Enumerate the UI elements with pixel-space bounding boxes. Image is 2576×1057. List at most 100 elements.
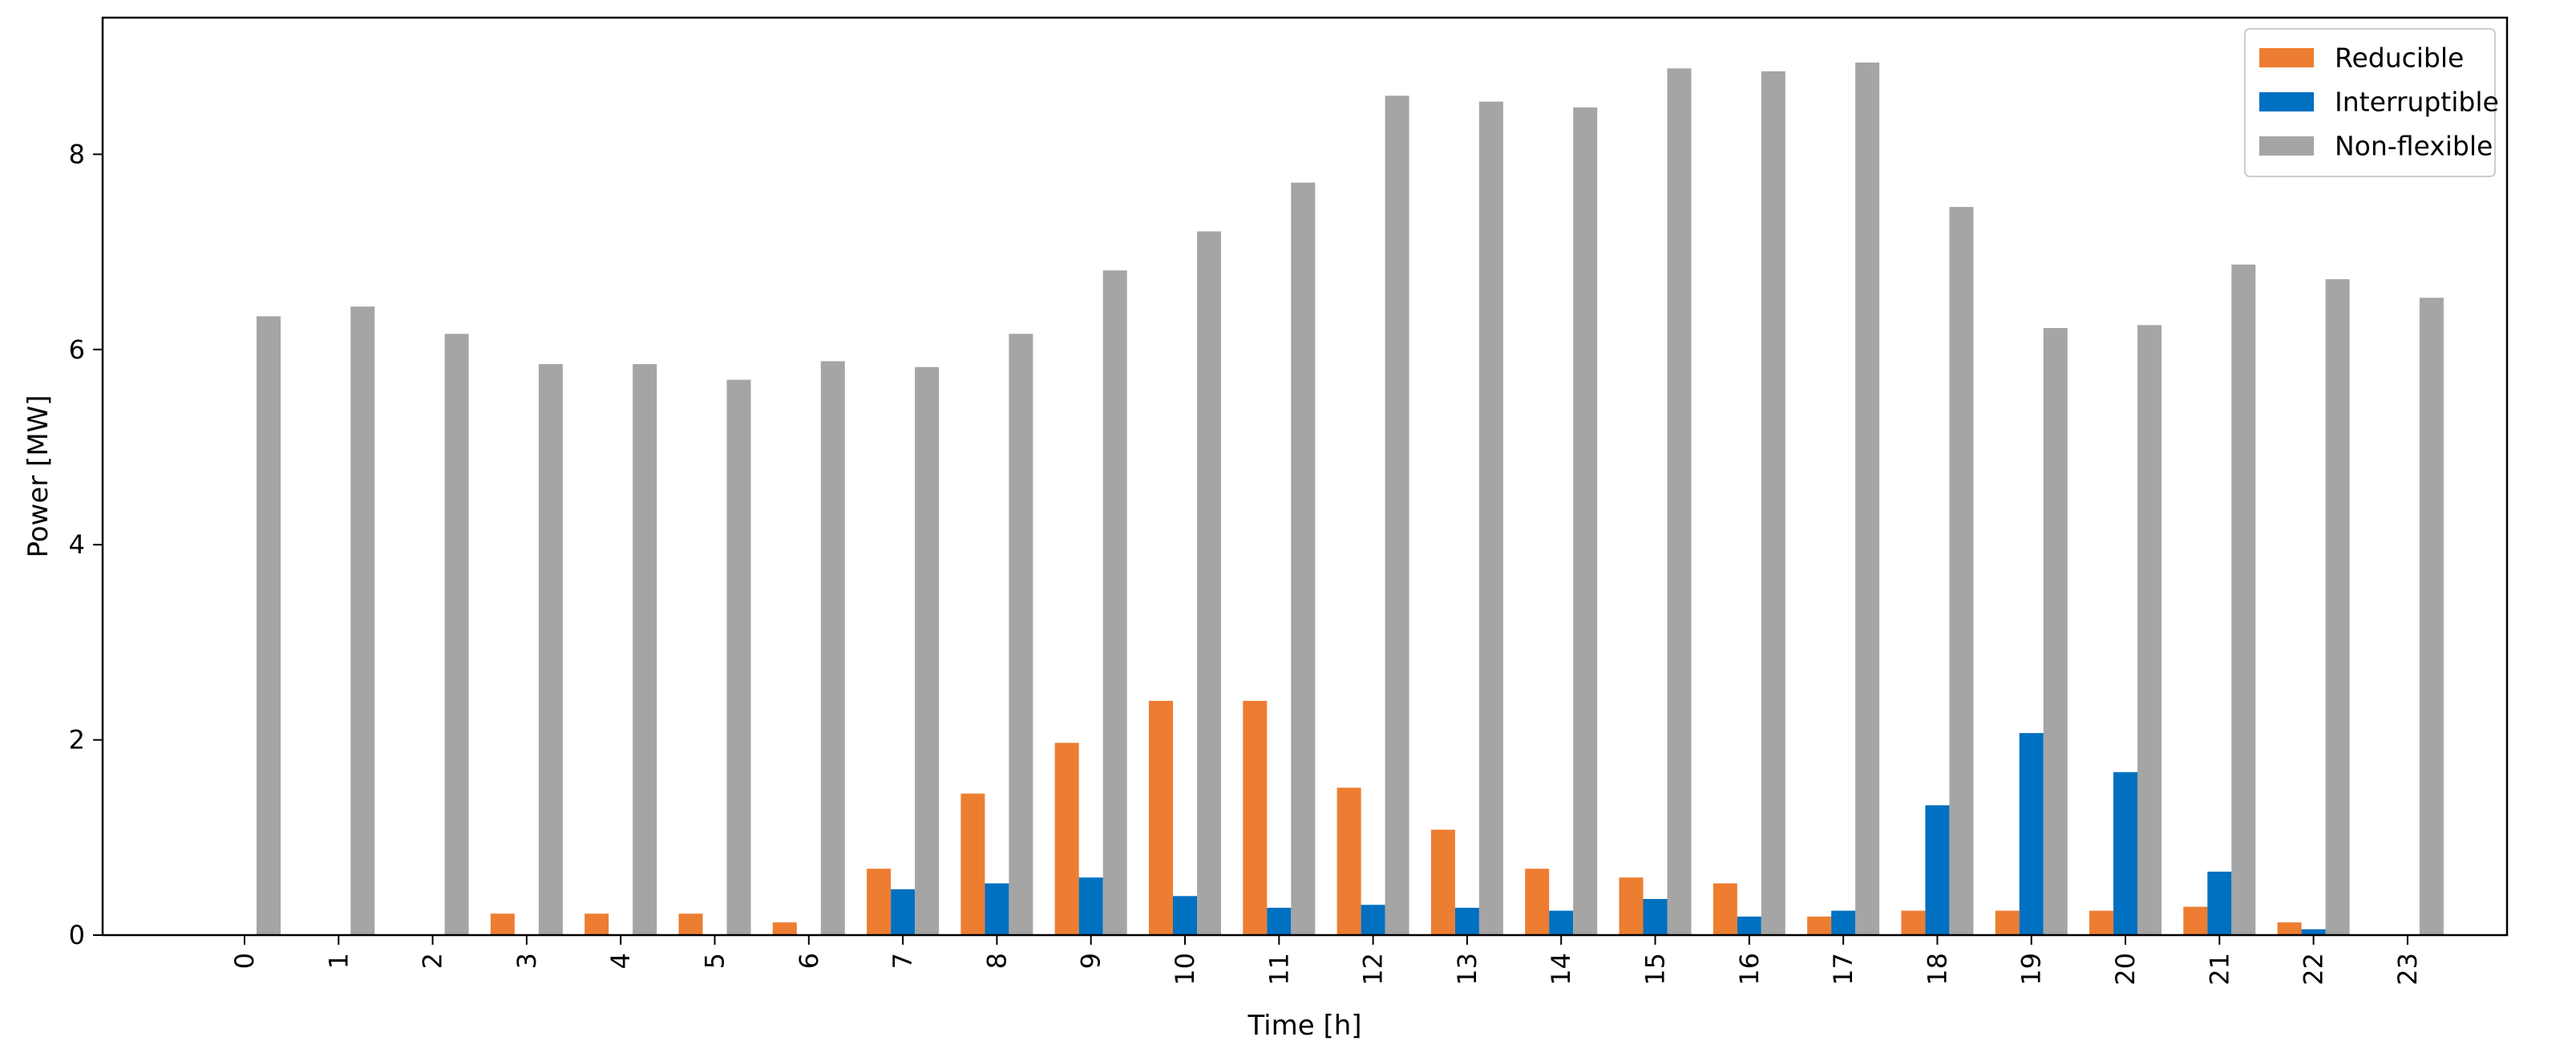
bar-non-flexible-11 [1291,182,1316,935]
bar-interruptible-11 [1267,907,1292,935]
x-tick-label: 4 [605,953,636,969]
bar-reducible-7 [867,869,892,935]
bar-reducible-17 [1807,916,1832,935]
x-tick-label: 12 [1358,953,1389,986]
bar-interruptible-18 [1925,805,1950,935]
y-tick-label: 8 [69,139,85,169]
y-tick-label: 6 [69,334,85,365]
bar-interruptible-10 [1173,896,1197,935]
legend-label-non-flexible: Non-flexible [2335,131,2493,162]
y-tick-label: 4 [69,529,85,560]
bar-reducible-8 [960,793,985,935]
bar-non-flexible-2 [444,334,469,935]
x-tick-label: 0 [229,953,260,969]
bar-interruptible-20 [2113,771,2137,935]
x-tick-label: 15 [1640,953,1671,986]
bar-non-flexible-3 [538,364,563,935]
x-tick-label: 13 [1452,953,1482,986]
bar-non-flexible-6 [820,361,845,935]
bar-non-flexible-13 [1478,101,1503,935]
bar-non-flexible-12 [1385,95,1409,936]
bar-non-flexible-19 [2043,328,2068,935]
bar-non-flexible-7 [915,367,940,935]
bar-interruptible-12 [1361,905,1385,935]
bar-reducible-13 [1430,829,1455,935]
bar-non-flexible-21 [2231,264,2256,935]
bar-reducible-5 [678,913,703,935]
x-tick-label: 1 [323,953,354,969]
bar-reducible-16 [1713,883,1737,935]
bar-reducible-21 [2183,906,2208,935]
bar-reducible-19 [1995,910,2020,935]
x-tick-label: 2 [418,953,448,969]
bar-interruptible-22 [2301,929,2326,935]
bar-non-flexible-18 [1949,207,1974,936]
legend-swatch-interruptible [2259,92,2314,111]
x-tick-label: 8 [981,953,1012,969]
x-tick-label: 11 [1264,953,1294,986]
x-tick-label: 16 [1734,953,1765,986]
bars-layer [257,62,2444,936]
bar-interruptible-19 [2019,733,2044,935]
x-tick-label: 23 [2392,953,2423,986]
bar-reducible-11 [1243,700,1268,935]
bar-reducible-14 [1525,869,1550,935]
x-tick-label: 7 [888,953,918,969]
bar-non-flexible-20 [2137,325,2161,935]
bar-non-flexible-8 [1009,334,1033,935]
bar-reducible-6 [772,922,797,935]
bar-non-flexible-14 [1573,107,1598,936]
bar-reducible-15 [1619,877,1644,935]
legend: Reducible Interruptible Non-flexible [2244,28,2499,177]
y-tick-label: 2 [69,725,85,755]
x-tick-label: 5 [700,953,730,969]
bar-non-flexible-10 [1197,231,1221,935]
bar-non-flexible-22 [2325,279,2350,935]
bar-interruptible-21 [2207,871,2232,935]
x-tick-label: 9 [1076,953,1106,969]
x-tick-label: 14 [1546,953,1576,986]
bar-interruptible-7 [891,889,916,935]
ticks-layer: 0 1 2 3 4 5 6 7 8 9 10 11 12 13 14 15 16 17 18 19 20 21 22 2302… [69,139,2423,985]
plot-frame [101,16,2509,937]
x-axis-label: Time [h] [1247,1010,1361,1042]
bar-reducible-4 [584,913,609,935]
bar-non-flexible-5 [726,379,751,935]
bar-reducible-22 [2277,922,2302,935]
legend-swatch-non-flexible [2259,136,2314,156]
bar-interruptible-17 [1831,910,1856,935]
x-tick-label: 3 [512,953,542,969]
bar-reducible-3 [490,913,515,935]
bar-non-flexible-15 [1667,68,1692,935]
bar-interruptible-9 [1078,877,1103,935]
bar-interruptible-14 [1549,910,1574,935]
bar-interruptible-13 [1454,907,1479,935]
y-tick-label: 0 [69,920,85,950]
legend-swatch-reducible [2259,48,2314,67]
bar-reducible-12 [1337,788,1361,935]
x-tick-label: 19 [2016,953,2047,986]
bar-non-flexible-0 [257,316,281,935]
bar-interruptible-16 [1737,916,1761,935]
bar-reducible-20 [2089,910,2113,935]
x-tick-label: 6 [794,953,824,969]
bar-non-flexible-17 [1855,62,1880,936]
bar-non-flexible-23 [2419,298,2444,935]
x-tick-label: 10 [1170,953,1200,986]
bar-reducible-18 [1901,910,1926,935]
y-axis-label: Power [MW] [22,395,55,557]
bar-interruptible-8 [985,883,1009,935]
x-tick-label: 18 [1922,953,1952,986]
legend-label-interruptible: Interruptible [2335,87,2499,118]
bar-non-flexible-1 [350,306,375,935]
bar-non-flexible-16 [1761,71,1785,936]
bar-non-flexible-4 [633,364,657,935]
bar-reducible-9 [1054,743,1079,935]
bar-non-flexible-9 [1102,270,1127,936]
x-tick-label: 17 [1828,953,1858,986]
bar-interruptible-15 [1643,898,1668,935]
bar-reducible-10 [1149,700,1173,935]
x-tick-label: 20 [2110,953,2141,986]
legend-label-reducible: Reducible [2335,43,2464,74]
